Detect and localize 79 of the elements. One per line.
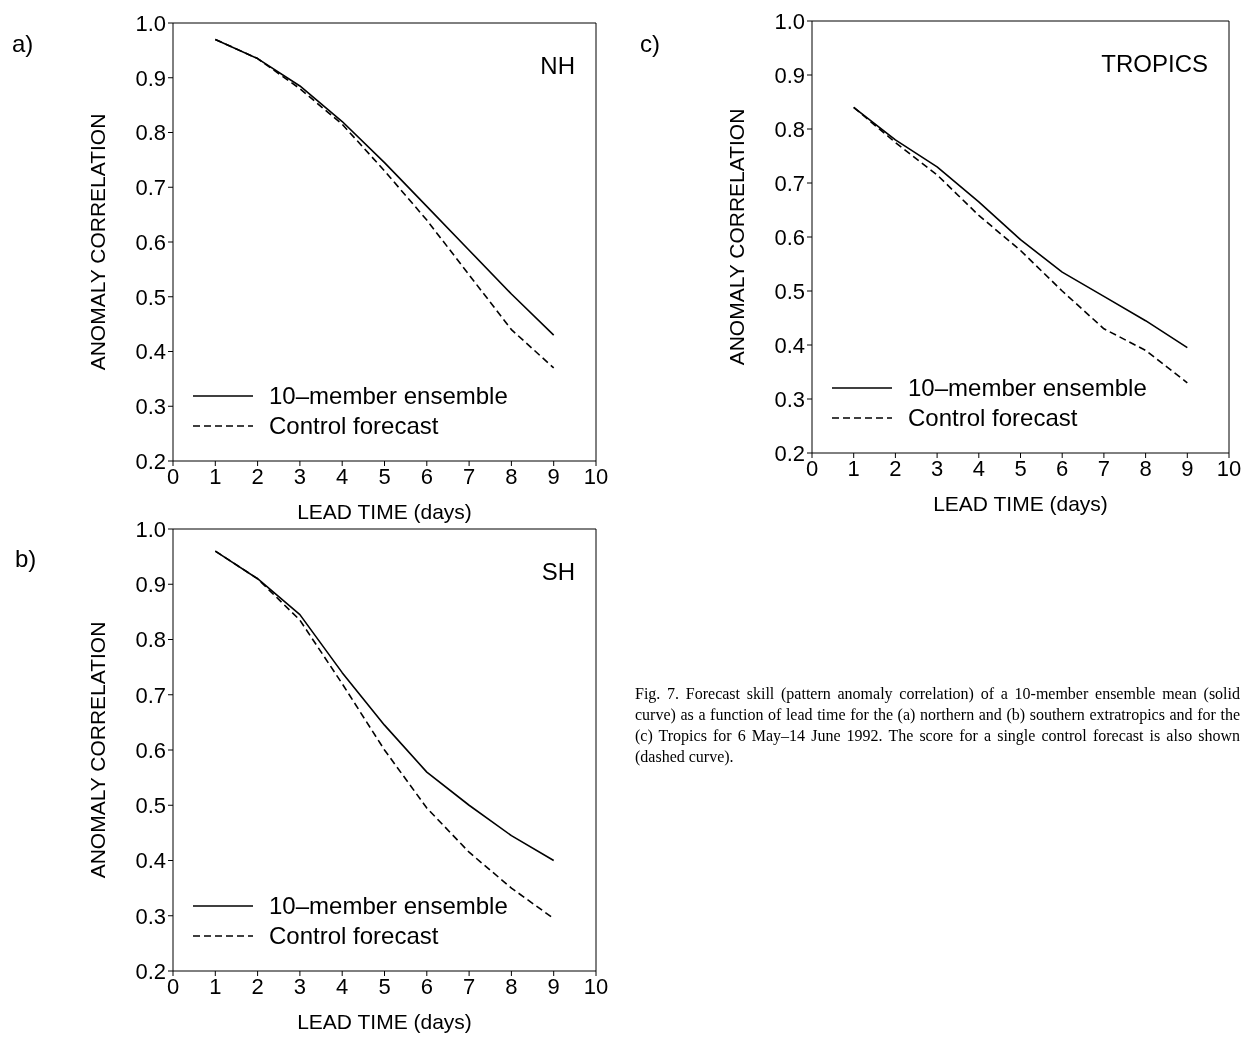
- y-tick-label: 0.6: [774, 224, 805, 250]
- y-tick-label: 0.7: [135, 175, 166, 201]
- y-tick-label: 0.4: [135, 339, 166, 365]
- x-tick-label: 4: [336, 463, 349, 489]
- y-tick-label: 0.3: [774, 386, 805, 412]
- x-tick-label: 9: [547, 973, 560, 999]
- y-tick-label: 0.3: [135, 394, 166, 420]
- x-tick-label: 0: [166, 973, 180, 999]
- y-tick-label: 0.5: [135, 793, 166, 819]
- chart-title: c): [640, 30, 660, 58]
- y-tick-label: 0.8: [135, 627, 166, 653]
- y-tick-label: 0.4: [135, 848, 166, 874]
- x-tick-label: 3: [293, 973, 307, 999]
- y-tick-label: 0.5: [135, 284, 166, 310]
- y-tick-label: 0.3: [135, 903, 166, 929]
- legend-label: 10–member ensemble: [269, 891, 508, 921]
- y-tick-label: 0.8: [135, 120, 166, 146]
- legend-label: 10–member ensemble: [269, 381, 508, 411]
- y-tick-label: 0.7: [774, 170, 805, 196]
- y-tick-label: 0.9: [135, 572, 166, 598]
- y-tick-label: 0.9: [135, 65, 166, 91]
- y-tick-label: 0.2: [135, 958, 166, 984]
- legend-label: 10–member ensemble: [908, 373, 1147, 403]
- x-tick-label: 8: [1139, 455, 1152, 481]
- x-tick-label: 7: [462, 463, 476, 489]
- x-tick-label: 8: [505, 973, 518, 999]
- x-tick-label: 9: [1181, 455, 1194, 481]
- annotation: TROPICS: [1101, 50, 1208, 78]
- legend-label: Control forecast: [269, 411, 439, 441]
- y-axis-title: ANOMALY CORRELATION: [86, 621, 110, 879]
- x-tick-label: 1: [209, 463, 222, 489]
- y-axis-title: ANOMALY CORRELATION: [86, 113, 110, 371]
- y-tick-label: 0.4: [774, 332, 805, 358]
- x-tick-label: 6: [420, 973, 433, 999]
- legend-label: Control forecast: [908, 403, 1078, 433]
- x-tick-label: 0: [805, 455, 819, 481]
- annotation: SH: [541, 558, 575, 586]
- x-tick-label: 5: [1014, 455, 1027, 481]
- caption: Fig. 7. Forecast skill (pattern anomaly correlation) of a 10-member ensemble mean (solid curve) as a function of lead time for the (a) northern and (b) southern extratropics and for the (c) Tropics for 6 May–14 June 1992. The score for a single control forecast is also shown (dashed curve).: [635, 684, 1240, 767]
- x-tick-label: 3: [930, 455, 944, 481]
- y-axis-title: ANOMALY CORRELATION: [725, 108, 749, 366]
- x-tick-label: 9: [547, 463, 560, 489]
- x-tick-label: 8: [505, 463, 518, 489]
- y-tick-label: 0.6: [135, 229, 166, 255]
- y-tick-label: 1.0: [135, 10, 166, 36]
- y-tick-label: 0.9: [774, 62, 805, 88]
- y-tick-label: 0.5: [774, 278, 805, 304]
- x-axis-title: LEAD TIME (days): [297, 500, 472, 523]
- text: b): [15, 545, 37, 573]
- annotation: NH: [540, 52, 575, 80]
- y-tick-label: 0.7: [135, 682, 166, 708]
- x-axis-title: LEAD TIME (days): [297, 1010, 472, 1033]
- x-tick-label: 2: [251, 463, 264, 489]
- x-tick-label: 7: [462, 973, 476, 999]
- chart-title: a): [12, 30, 34, 58]
- x-tick-label: 5: [378, 973, 391, 999]
- x-tick-label: 7: [1097, 455, 1111, 481]
- x-tick-label: 2: [889, 455, 902, 481]
- x-tick-label: 4: [336, 973, 349, 999]
- x-tick-label: 0: [166, 463, 180, 489]
- y-tick-label: 0.6: [135, 737, 166, 763]
- x-tick-label: 2: [251, 973, 264, 999]
- x-tick-label: 10: [583, 463, 609, 489]
- x-tick-label: 1: [847, 455, 860, 481]
- x-tick-label: 6: [1056, 455, 1069, 481]
- x-tick-label: 10: [1216, 455, 1242, 481]
- legend-label: Control forecast: [269, 921, 439, 951]
- x-tick-label: 6: [420, 463, 433, 489]
- y-tick-label: 0.2: [135, 448, 166, 474]
- y-tick-label: 0.8: [774, 116, 805, 142]
- x-tick-label: 10: [583, 973, 609, 999]
- x-tick-label: 1: [209, 973, 222, 999]
- x-tick-label: 5: [378, 463, 391, 489]
- x-tick-label: 3: [293, 463, 307, 489]
- y-tick-label: 1.0: [135, 516, 166, 542]
- x-tick-label: 4: [972, 455, 985, 481]
- x-axis-title: LEAD TIME (days): [933, 492, 1108, 515]
- y-tick-label: 1.0: [774, 8, 805, 34]
- y-tick-label: 0.2: [774, 440, 805, 466]
